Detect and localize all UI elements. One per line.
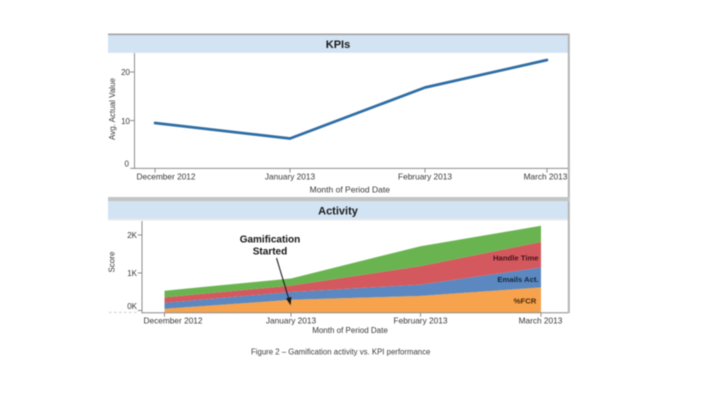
svg-text:January 2013: January 2013 [265, 171, 316, 181]
svg-text:Activity: Activity [318, 205, 359, 217]
svg-text:0: 0 [125, 159, 130, 168]
svg-text:December 2012: December 2012 [144, 315, 203, 325]
svg-text:March 2013: March 2013 [524, 171, 568, 181]
svg-text:January 2013: January 2013 [266, 315, 317, 325]
svg-text:Gamification: Gamification [240, 235, 301, 246]
svg-text:1K: 1K [127, 269, 137, 278]
svg-text:February 2013: February 2013 [398, 171, 452, 181]
svg-text:0K: 0K [127, 302, 137, 311]
svg-text:Month of Period Date: Month of Period Date [310, 184, 391, 194]
svg-text:Score: Score [108, 251, 117, 272]
svg-text:Month of Period Date: Month of Period Date [312, 326, 388, 335]
svg-text:Started: Started [253, 247, 287, 258]
svg-text:Avg. Actual Value: Avg. Actual Value [108, 77, 117, 140]
svg-text:2K: 2K [127, 231, 137, 240]
svg-text:KPIs: KPIs [326, 39, 350, 51]
svg-text:Handle Time: Handle Time [493, 254, 539, 263]
svg-text:10: 10 [121, 117, 130, 126]
svg-text:Figure 2 – Gamification activi: Figure 2 – Gamification activity vs. KPI… [251, 347, 430, 356]
svg-text:20: 20 [121, 68, 130, 77]
svg-text:Emails Act.: Emails Act. [497, 275, 538, 284]
svg-text:March 2013: March 2013 [519, 315, 563, 325]
svg-text:December 2012: December 2012 [137, 171, 196, 181]
svg-text:%FCR: %FCR [514, 296, 537, 305]
svg-text:February 2013: February 2013 [394, 315, 448, 325]
